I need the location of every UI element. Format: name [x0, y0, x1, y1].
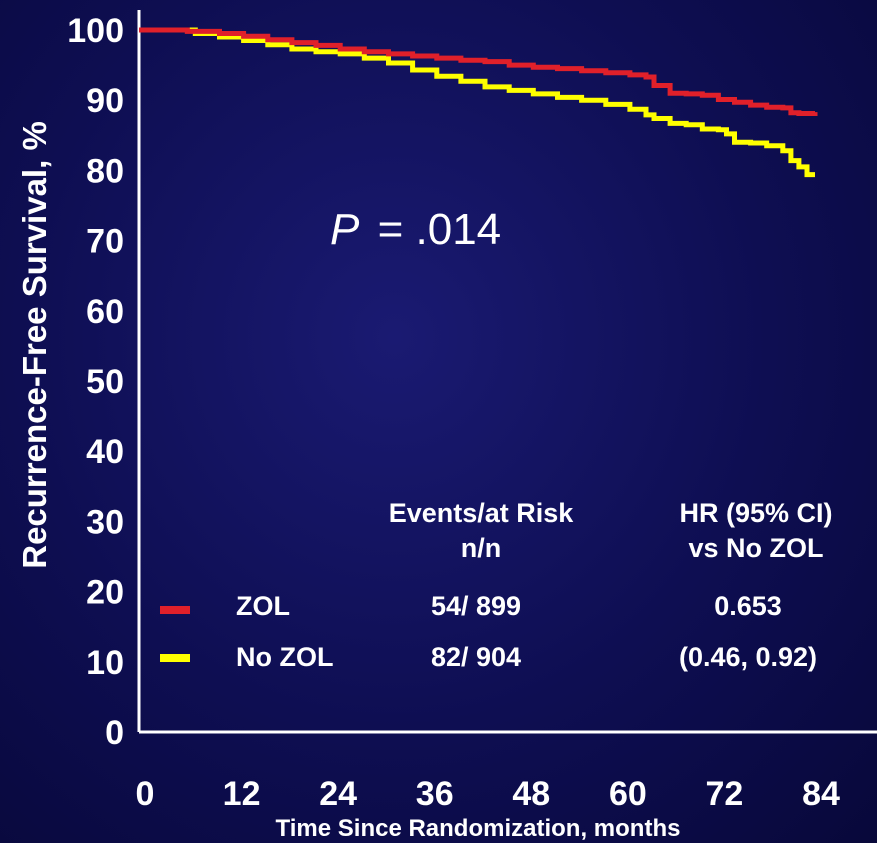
x-tick-label: 84: [802, 775, 840, 813]
p-value-text: = .014: [378, 205, 502, 254]
y-tick-label: 60: [86, 293, 124, 331]
y-axis-label: Recurrence-Free Survival, %: [16, 121, 53, 569]
x-axis-label: Time Since Randomization, months: [276, 815, 681, 842]
y-tick-label: 90: [86, 82, 124, 120]
y-tick-label: 10: [86, 644, 124, 682]
legend-swatch-zol: [160, 606, 190, 614]
x-tick-label: 12: [223, 775, 261, 813]
y-tick-label: 40: [86, 433, 124, 471]
x-tick-label: 36: [416, 775, 454, 813]
y-tick-label: 0: [105, 714, 124, 752]
row-events-zol: 54/ 899: [431, 591, 521, 621]
x-tick-label: 72: [706, 775, 744, 813]
row-label-zol: ZOL: [236, 591, 290, 621]
x-tick-label: 60: [609, 775, 647, 813]
legend-swatch-no-zol: [160, 654, 190, 662]
events-header-line2: n/n: [461, 533, 502, 563]
p-value-annotation: P = .014: [330, 205, 501, 254]
x-tick-labels: 0 12 24 36 48 60 72 84: [136, 775, 840, 813]
hr-header-line2: vs No ZOL: [688, 533, 823, 563]
y-tick-label: 100: [67, 12, 124, 50]
events-header-line1: Events/at Risk: [389, 498, 575, 528]
x-tick-label: 0: [136, 775, 155, 813]
y-tick-label: 30: [86, 503, 124, 541]
row-label-no-zol: No ZOL: [236, 642, 333, 672]
y-tick-label: 20: [86, 574, 124, 612]
x-tick-label: 48: [512, 775, 550, 813]
series-line-zol: [139, 27, 818, 116]
y-tick-label: 70: [86, 223, 124, 261]
row-hr-zol: 0.653: [714, 591, 782, 621]
hr-header-line1: HR (95% CI): [679, 498, 832, 528]
series-line-no-zol: [139, 27, 815, 178]
row-hr-no-zol: (0.46, 0.92): [679, 642, 817, 672]
stats-table: Events/at Risk n/n HR (95% CI) vs No ZOL…: [160, 498, 833, 672]
y-tick-labels: 0 10 20 30 40 50 60 70 80 90 100: [67, 12, 124, 752]
row-events-no-zol: 82/ 904: [431, 642, 521, 672]
y-tick-label: 80: [86, 152, 124, 190]
x-tick-label: 24: [319, 775, 357, 813]
series-layer: [139, 27, 818, 178]
p-value-prefix: P: [330, 205, 360, 254]
y-tick-label: 50: [86, 363, 124, 401]
